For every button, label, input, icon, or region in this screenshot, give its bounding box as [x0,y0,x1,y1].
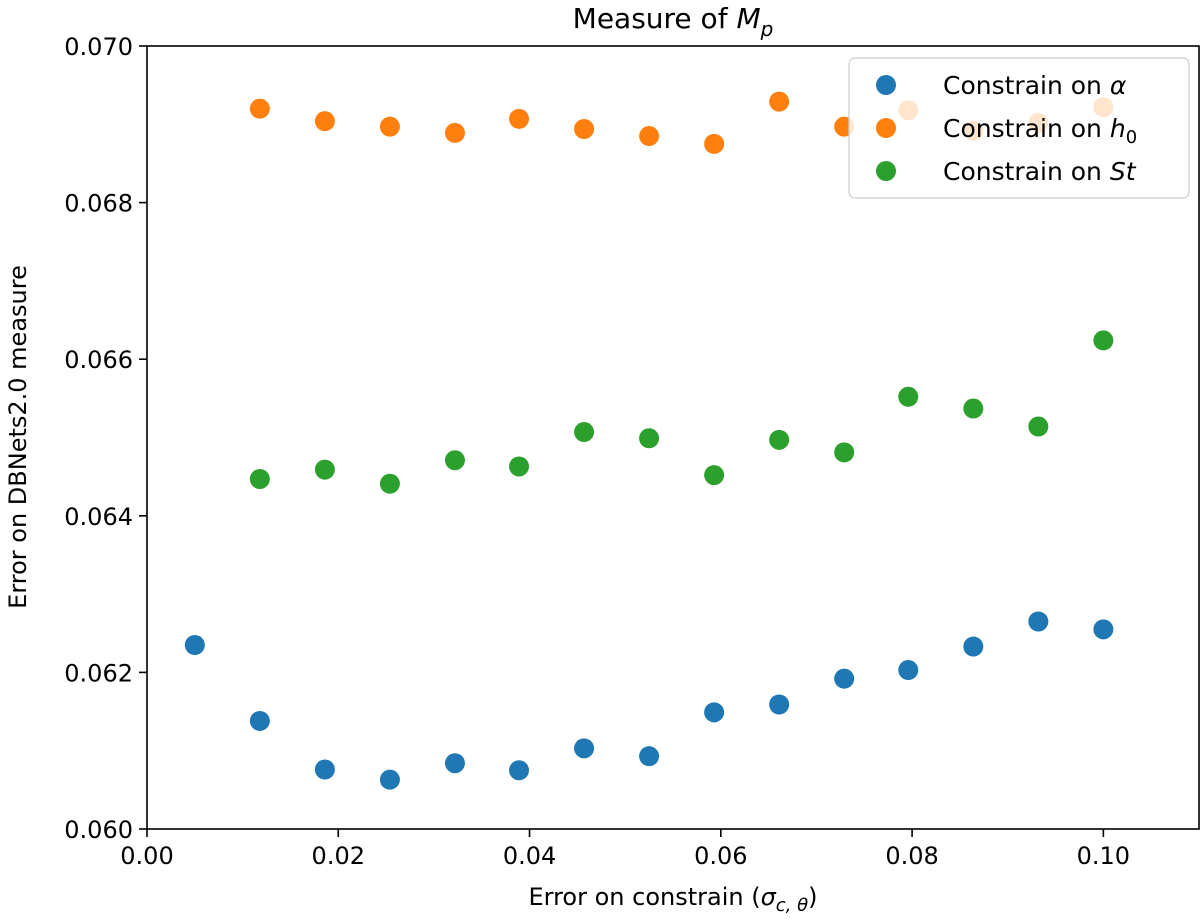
legend-entry-st: Constrain on St [876,157,1137,186]
data-point [444,450,465,471]
data-point [509,760,530,781]
legend: Constrain on α Constrain on h0 Constrain… [848,57,1190,199]
legend-marker-alpha [876,75,896,95]
data-point [509,108,530,129]
data-point [574,118,595,139]
data-point [704,465,725,486]
data-point [574,422,595,443]
y-tick-label: 0.060 [64,816,133,844]
data-point [379,116,400,137]
chart-title: Measure of Mp [573,2,774,41]
x-tick-label: 0.10 [1077,842,1130,870]
data-point [509,456,530,477]
x-axis: 0.00 0.02 0.04 0.06 0.08 0.10 [120,829,1130,870]
y-tick-label: 0.066 [64,346,133,374]
x-tick-label: 0.04 [503,842,556,870]
data-point [639,746,660,767]
data-point [379,473,400,494]
series-0 [184,611,1114,790]
data-point [444,753,465,774]
legend-marker-st [876,161,896,181]
y-axis: 0.060 0.062 0.064 0.066 0.068 0.070 [64,33,147,844]
y-tick-label: 0.064 [64,503,133,531]
legend-label-alpha: Constrain on α [943,71,1127,100]
data-point [639,126,660,147]
data-point [834,442,855,463]
legend-label-st: Constrain on St [943,157,1137,186]
data-point [769,429,790,450]
y-tick-label: 0.062 [64,659,133,687]
data-point [314,759,335,780]
data-point [704,702,725,723]
y-tick-label: 0.070 [64,33,133,61]
legend-entry-alpha: Constrain on α [876,71,1127,100]
x-tick-label: 0.08 [885,842,938,870]
data-point [1028,416,1049,437]
x-tick-label: 0.02 [312,842,365,870]
data-point [898,660,919,681]
data-point [769,91,790,112]
legend-marker-h0 [876,118,896,138]
data-point [1093,619,1114,640]
data-point [769,694,790,715]
series-2 [249,330,1114,494]
x-tick-label: 0.00 [120,842,173,870]
data-point [898,386,919,407]
data-point [184,634,205,655]
data-point [1028,611,1049,632]
x-tick-label: 0.06 [694,842,747,870]
data-point [444,122,465,143]
data-point [574,738,595,759]
x-axis-label: Error on constrain (σc, θ) [528,883,817,916]
data-point [963,636,984,657]
legend-label-h0: Constrain on h0 [943,114,1137,148]
y-axis-label: Error on DBNets2.0 measure [4,265,32,609]
legend-box [848,57,1190,199]
data-point [1093,330,1114,351]
data-point [249,468,270,489]
data-point [249,710,270,731]
data-point [834,668,855,689]
data-point [639,428,660,449]
data-point [314,459,335,480]
data-point [963,398,984,419]
y-tick-label: 0.068 [64,190,133,218]
plot-area [146,45,1200,830]
data-point [379,769,400,790]
data-point [704,133,725,154]
legend-entry-h0: Constrain on h0 [876,114,1137,148]
data-point [249,98,270,119]
data-point [314,111,335,132]
